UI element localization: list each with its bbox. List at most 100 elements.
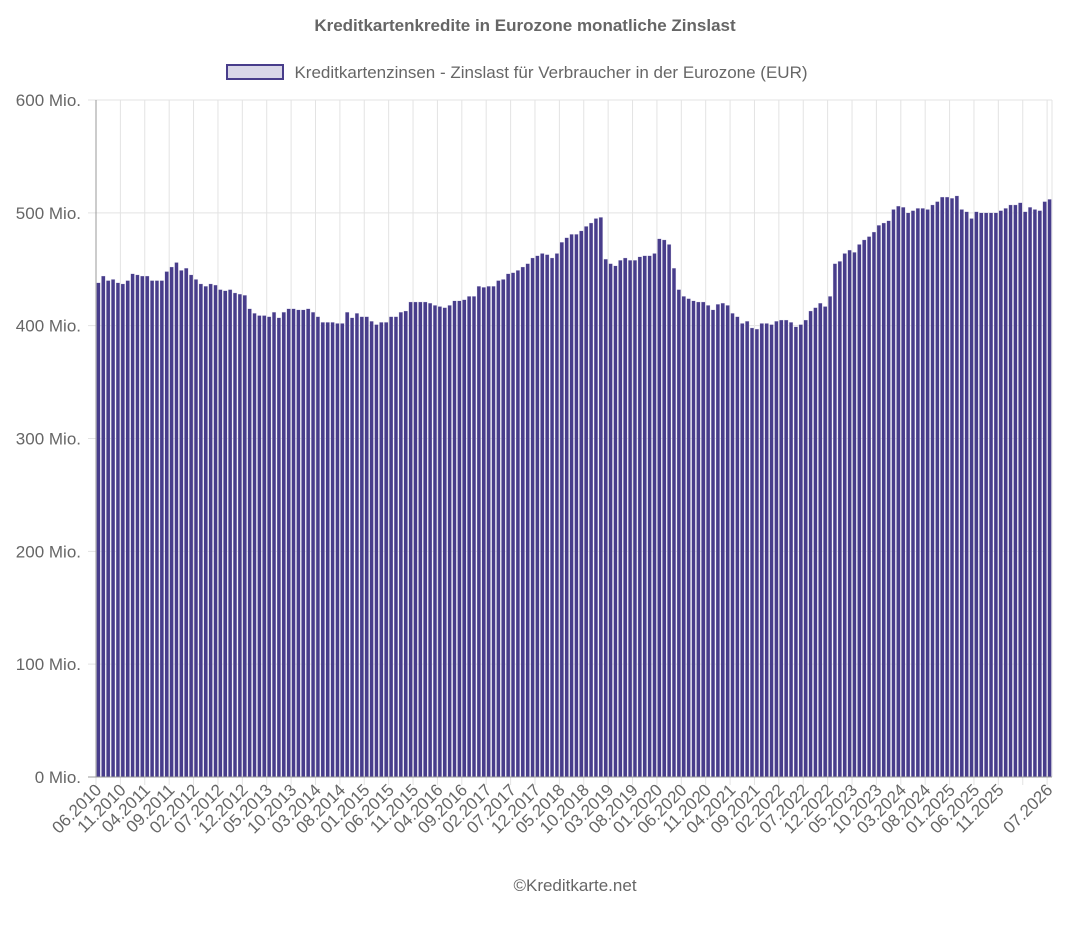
bar[interactable] — [237, 293, 242, 778]
bar[interactable] — [101, 275, 106, 778]
bar[interactable] — [510, 272, 516, 778]
bar[interactable] — [696, 301, 701, 778]
bar[interactable] — [623, 257, 628, 778]
bar[interactable] — [486, 286, 491, 778]
bar[interactable] — [715, 304, 720, 778]
bar[interactable] — [354, 313, 360, 778]
bar[interactable] — [798, 324, 803, 778]
bar[interactable] — [111, 279, 116, 778]
bar[interactable] — [613, 265, 618, 778]
bar[interactable] — [662, 239, 667, 778]
bar[interactable] — [96, 282, 101, 778]
bar[interactable] — [906, 212, 911, 778]
bar[interactable] — [306, 308, 311, 778]
bar[interactable] — [657, 238, 662, 778]
bar[interactable] — [828, 296, 833, 778]
bar[interactable] — [242, 295, 247, 778]
bar[interactable] — [228, 289, 233, 778]
bar[interactable] — [1032, 209, 1037, 778]
bar[interactable] — [413, 301, 418, 778]
bar[interactable] — [1018, 202, 1023, 778]
bar[interactable] — [369, 321, 374, 778]
bar[interactable] — [520, 266, 525, 778]
bar[interactable] — [106, 280, 111, 778]
bar[interactable] — [540, 253, 545, 778]
bar[interactable] — [857, 244, 862, 778]
bar[interactable] — [589, 222, 594, 778]
bar[interactable] — [754, 328, 759, 778]
bar[interactable] — [945, 196, 950, 778]
bar[interactable] — [291, 308, 296, 778]
bar[interactable] — [735, 316, 740, 778]
bar[interactable] — [457, 300, 462, 778]
bar[interactable] — [1013, 204, 1018, 778]
bar[interactable] — [1027, 207, 1033, 778]
bar[interactable] — [667, 244, 672, 778]
bar[interactable] — [232, 292, 238, 778]
bar[interactable] — [637, 256, 642, 778]
bar[interactable] — [364, 316, 369, 778]
bar[interactable] — [496, 280, 501, 778]
bar[interactable] — [745, 321, 750, 778]
bar[interactable] — [198, 283, 203, 778]
bar[interactable] — [564, 237, 569, 778]
bar[interactable] — [452, 300, 457, 778]
bar[interactable] — [896, 205, 901, 778]
bar[interactable] — [213, 284, 218, 778]
bar[interactable] — [891, 209, 896, 778]
bar[interactable] — [769, 324, 774, 778]
bar[interactable] — [862, 239, 867, 778]
bar[interactable] — [174, 262, 179, 778]
bar[interactable] — [145, 275, 150, 778]
bar[interactable] — [749, 327, 755, 778]
bar[interactable] — [710, 309, 716, 778]
bar[interactable] — [818, 302, 823, 778]
legend-swatch[interactable] — [226, 64, 285, 80]
bar[interactable] — [184, 267, 189, 778]
bar[interactable] — [150, 280, 155, 778]
bar[interactable] — [706, 305, 711, 778]
bar[interactable] — [359, 316, 364, 778]
bar[interactable] — [389, 316, 394, 778]
legend[interactable]: Kreditkartenzinsen - Zinslast für Verbra… — [0, 63, 1034, 83]
bar[interactable] — [871, 231, 877, 778]
bar[interactable] — [598, 217, 603, 778]
bar[interactable] — [837, 261, 842, 778]
bar[interactable] — [574, 234, 579, 778]
bar[interactable] — [169, 266, 174, 778]
bar[interactable] — [403, 310, 408, 778]
bar[interactable] — [901, 207, 906, 778]
bar[interactable] — [530, 257, 535, 778]
bar[interactable] — [740, 323, 745, 778]
bar[interactable] — [247, 308, 252, 778]
bar[interactable] — [652, 253, 657, 778]
bar[interactable] — [1008, 204, 1013, 778]
bar[interactable] — [559, 242, 564, 778]
bar[interactable] — [876, 225, 881, 778]
bar[interactable] — [867, 236, 872, 778]
bar[interactable] — [701, 301, 706, 778]
bar[interactable] — [832, 263, 838, 778]
bar[interactable] — [491, 286, 496, 778]
bar[interactable] — [691, 300, 696, 778]
bar[interactable] — [286, 308, 291, 778]
bar[interactable] — [774, 321, 779, 778]
bar[interactable] — [686, 298, 691, 778]
bar[interactable] — [506, 273, 511, 778]
bar[interactable] — [793, 326, 798, 778]
bar[interactable] — [437, 306, 442, 778]
bar[interactable] — [501, 279, 506, 778]
bar[interactable] — [154, 280, 160, 778]
bar[interactable] — [1047, 199, 1052, 778]
bar[interactable] — [330, 322, 335, 778]
bar[interactable] — [271, 311, 277, 778]
bar[interactable] — [915, 208, 920, 778]
bar[interactable] — [467, 296, 472, 778]
bar[interactable] — [315, 316, 320, 778]
bar[interactable] — [554, 253, 559, 778]
bar[interactable] — [525, 263, 530, 778]
bar[interactable] — [379, 322, 384, 778]
bar[interactable] — [808, 310, 813, 778]
bar[interactable] — [935, 201, 940, 778]
bar[interactable] — [276, 317, 281, 778]
